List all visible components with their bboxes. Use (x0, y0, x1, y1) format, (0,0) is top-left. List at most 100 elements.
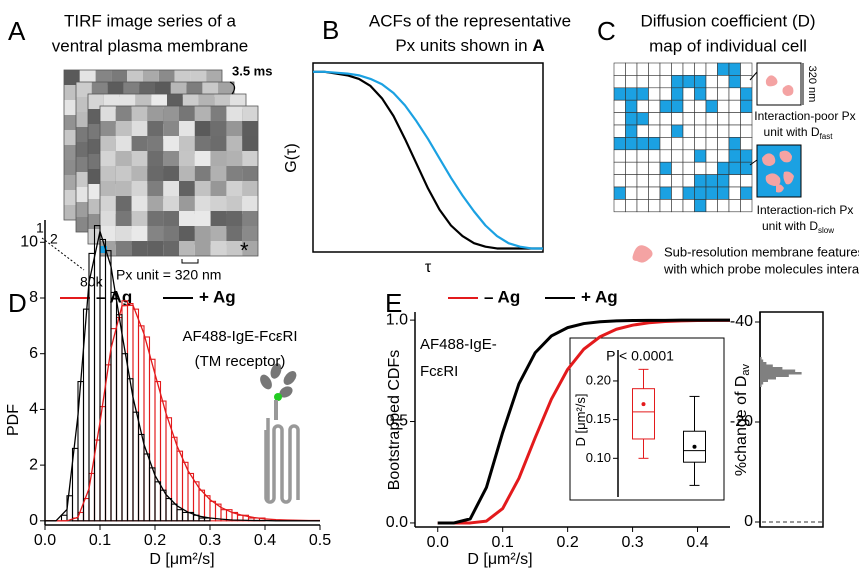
pixel (76, 82, 92, 97)
map-cell (636, 99, 649, 113)
annotation: AF488-IgE- (420, 336, 497, 353)
pixel (179, 106, 195, 121)
bar (760, 357, 762, 360)
map-cell (717, 75, 730, 89)
map-cell (659, 161, 672, 175)
pixel (115, 106, 132, 121)
map-cell (717, 87, 730, 101)
map-cell (671, 161, 684, 175)
map-cell (717, 62, 730, 76)
map-cell (705, 75, 718, 89)
map-cell (613, 124, 626, 138)
map-cell (694, 99, 707, 113)
map-cell (705, 62, 718, 76)
panel-title: Diffusion coefficient (D) (640, 11, 815, 30)
pixel (242, 241, 258, 256)
map-cell (682, 112, 695, 126)
map-cell (728, 161, 741, 175)
pixel (226, 151, 243, 166)
bar (159, 489, 167, 522)
map-cell (613, 161, 626, 175)
map-cell (648, 174, 661, 188)
marker: * (240, 238, 249, 263)
map-cell (682, 124, 695, 138)
map-cell (705, 186, 718, 200)
pixel (158, 70, 175, 85)
bar (165, 497, 173, 522)
map-cell (659, 87, 672, 101)
bar (121, 353, 129, 522)
map-cell (728, 137, 741, 151)
pixel (226, 121, 243, 136)
scale-label: 320 nm (806, 66, 818, 103)
map-cell (636, 199, 649, 213)
pixel (226, 166, 243, 181)
bar (93, 225, 101, 522)
pixel (194, 196, 211, 211)
pixel (115, 196, 132, 211)
map-cell (740, 186, 753, 200)
pixel (107, 82, 124, 97)
y-axis-label: %change of Dav (733, 363, 752, 476)
map-cell (705, 99, 718, 113)
pixel (179, 211, 195, 226)
x-axis-label: D [μm²/s] (467, 551, 532, 568)
map-cell (671, 75, 684, 89)
pixel (226, 196, 243, 211)
map-cell (682, 161, 695, 175)
map-cell (648, 112, 661, 126)
map-cell (682, 174, 695, 188)
map-cell (740, 174, 753, 188)
bar (170, 503, 178, 522)
legend-label: – Ag (484, 287, 520, 306)
map-cell (648, 137, 661, 151)
box (632, 388, 655, 440)
pixel (163, 151, 179, 166)
bar (760, 372, 802, 375)
map-cell (705, 87, 718, 101)
pixel (210, 181, 227, 196)
bar (137, 433, 145, 522)
map-cell (705, 161, 718, 175)
pixel (210, 121, 227, 136)
pixel (210, 151, 227, 166)
pixel (163, 196, 179, 211)
pixel (147, 106, 164, 121)
map-cell (740, 75, 753, 89)
map-cell (740, 112, 753, 126)
pixel (163, 241, 179, 256)
panel-title: map of individual cell (649, 36, 807, 55)
pixel (210, 196, 227, 211)
pixel (131, 166, 148, 181)
pixel (218, 82, 234, 97)
y-tick-label: 0.5 (386, 413, 408, 430)
pixel (242, 166, 258, 181)
pixel (100, 196, 116, 211)
panel-letter: D (8, 288, 27, 318)
pixel (170, 82, 187, 97)
pixel (143, 70, 159, 85)
map-cell (740, 149, 753, 163)
feature (782, 85, 794, 96)
map-cell (625, 199, 638, 213)
bar (760, 377, 776, 380)
pixel (151, 94, 167, 109)
right-frame (759, 311, 824, 528)
pixel (135, 94, 152, 109)
map-cell (728, 186, 741, 200)
pixel (163, 226, 179, 241)
pixel (119, 94, 136, 109)
pixel (206, 70, 222, 85)
pixel (194, 211, 211, 226)
y-tick-label: 2 (29, 456, 38, 473)
map-cell (671, 99, 684, 113)
curve (437, 318, 730, 525)
pixel (194, 166, 211, 181)
label-part: PDF (5, 404, 22, 436)
bar (760, 374, 789, 377)
y-tick-label: -40 (730, 313, 753, 330)
y-tick-label: 0.10 (586, 450, 611, 465)
map-cell (636, 149, 649, 163)
map-cell (659, 75, 672, 89)
